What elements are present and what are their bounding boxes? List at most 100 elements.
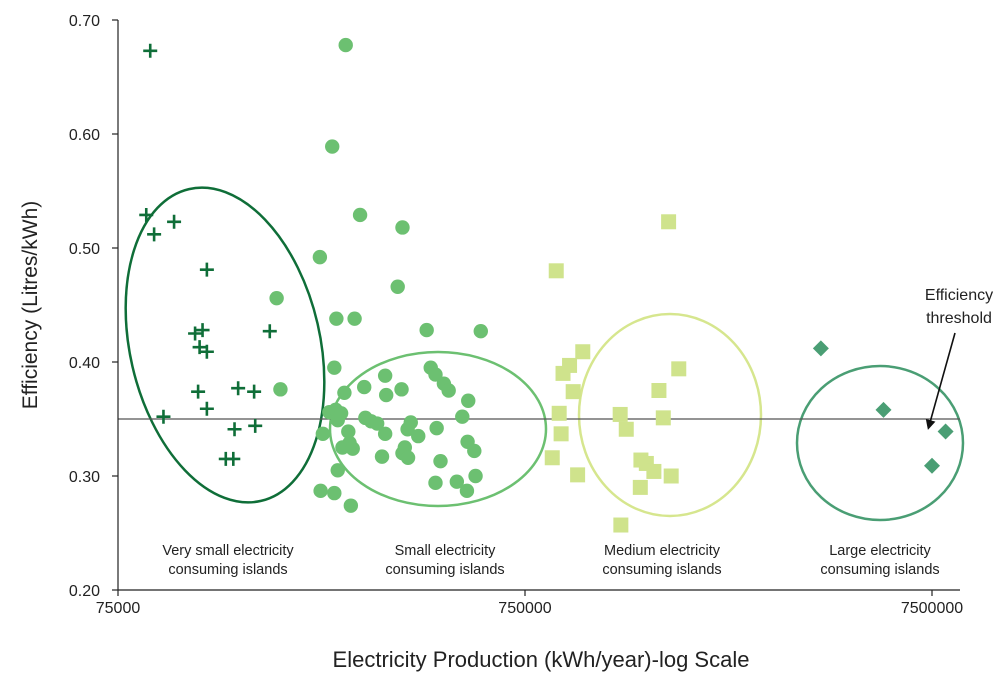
threshold-label-line2: threshold (926, 310, 992, 327)
small-island-point (433, 453, 448, 469)
small-island-point (400, 422, 415, 437)
y-axis-label: Efficiency (Litres/kWh) (19, 201, 42, 410)
small-island-point (390, 279, 405, 294)
very-small-island-point (248, 418, 263, 433)
small-island-point (394, 382, 409, 397)
small-island-point (411, 428, 426, 444)
very-small-island-point (226, 451, 241, 466)
medium-island-point (565, 384, 581, 400)
small-island-point (330, 463, 345, 478)
medium-island-point (555, 365, 571, 381)
small-island-point (369, 416, 385, 431)
small-island-point (343, 498, 359, 513)
small-island-point (269, 290, 284, 306)
large-island-point (875, 401, 892, 418)
large-island-point (924, 457, 940, 474)
medium-island-point (618, 421, 634, 437)
medium-island-point (548, 263, 564, 279)
x-tick-label: 750000 (498, 600, 551, 617)
x-tick-label: 7500000 (901, 600, 963, 617)
medium-island-point (646, 463, 662, 479)
small-island-point (352, 207, 368, 223)
very-small-island-point (192, 340, 207, 355)
very-small-island-point (231, 381, 246, 396)
threshold-arrow (925, 332, 956, 430)
very-small-island-point (147, 227, 162, 242)
medium-island-point (632, 479, 648, 495)
very-small-island-point (199, 401, 214, 416)
small-island-point (330, 412, 345, 428)
large-group-ring (795, 364, 965, 522)
medium-island-point (575, 344, 591, 360)
small-island-point (429, 420, 444, 436)
medium-island-point (613, 517, 629, 533)
medium-group-ring (577, 312, 763, 518)
small-island-point (345, 441, 360, 456)
x-axis-label: Electricity Production (kWh/year)-log Sc… (333, 647, 750, 672)
group-label-line2: consuming islands (385, 562, 504, 578)
small-group-ring (328, 350, 548, 508)
y-tick-label: 0.30 (69, 469, 100, 486)
small-island-point (337, 385, 352, 400)
y-tick-label: 0.20 (69, 583, 100, 600)
small-island-point (329, 311, 344, 326)
small-island-point (428, 367, 443, 382)
small-island-point (374, 449, 390, 464)
group-label-line1: Medium electricity (604, 543, 721, 559)
medium-island-point (661, 214, 677, 230)
y-tick-label: 0.70 (69, 13, 100, 30)
medium-island-point (570, 467, 586, 483)
medium-island-point (655, 410, 671, 426)
very-small-island-point (262, 324, 277, 339)
small-island-point (341, 424, 356, 439)
small-island-point (377, 426, 393, 442)
group-rings (124, 186, 965, 522)
large-island-point (937, 423, 954, 440)
small-island-point (428, 475, 443, 491)
very-small-island-point (227, 422, 242, 437)
small-island-point (395, 220, 410, 235)
medium-island-point (671, 361, 687, 377)
small-island-point (441, 383, 456, 398)
small-island-point (455, 409, 470, 424)
small-island-point (419, 322, 434, 338)
very-small-island-point (167, 214, 182, 229)
small-island-point (315, 426, 331, 442)
y-tick-label: 0.40 (69, 355, 100, 372)
axes: 75000 750000 7500000 0.200.300.400.500.600… (69, 13, 963, 617)
y-tick-label: 0.60 (69, 127, 100, 144)
very-small-island-point (191, 384, 206, 399)
small-island-point (347, 311, 362, 326)
small-island-point (468, 468, 483, 484)
very-small-island-point (143, 43, 158, 58)
small-island-point (313, 483, 328, 499)
y-axis-ticks: 0.20 0.30 0.40 0.50 0.60 0.70 (69, 13, 118, 600)
small-island-point (449, 474, 465, 489)
medium-island-point (553, 426, 569, 442)
small-island-point (473, 324, 488, 339)
very-small-island-point (139, 207, 154, 222)
small-island-point (459, 483, 475, 499)
group-label-line2: consuming islands (602, 562, 721, 578)
medium-island-point (651, 383, 667, 398)
group-label-line1: Very small electricity (162, 543, 294, 559)
group-label-line1: Small electricity (395, 543, 496, 559)
small-island-point (338, 37, 353, 53)
large-island-point (812, 340, 829, 357)
data-points (139, 37, 954, 533)
small-island-point (378, 387, 394, 403)
x-axis-ticks: 75000 750000 7500000 (96, 590, 963, 617)
threshold-label-line1: Efficiency (925, 287, 993, 304)
medium-island-point (612, 406, 628, 422)
very-small-island-point (195, 323, 210, 338)
small-island-point (400, 450, 416, 465)
group-label-line2: consuming islands (820, 562, 939, 578)
small-island-point (357, 379, 372, 395)
very-small-island-point (199, 262, 214, 277)
very-small-island-point (188, 326, 203, 341)
group-label-line2: consuming islands (168, 562, 287, 578)
group-labels: Very small electricity consuming islands S… (162, 543, 939, 578)
x-tick-label: 75000 (96, 600, 141, 617)
small-island-point (377, 368, 393, 383)
